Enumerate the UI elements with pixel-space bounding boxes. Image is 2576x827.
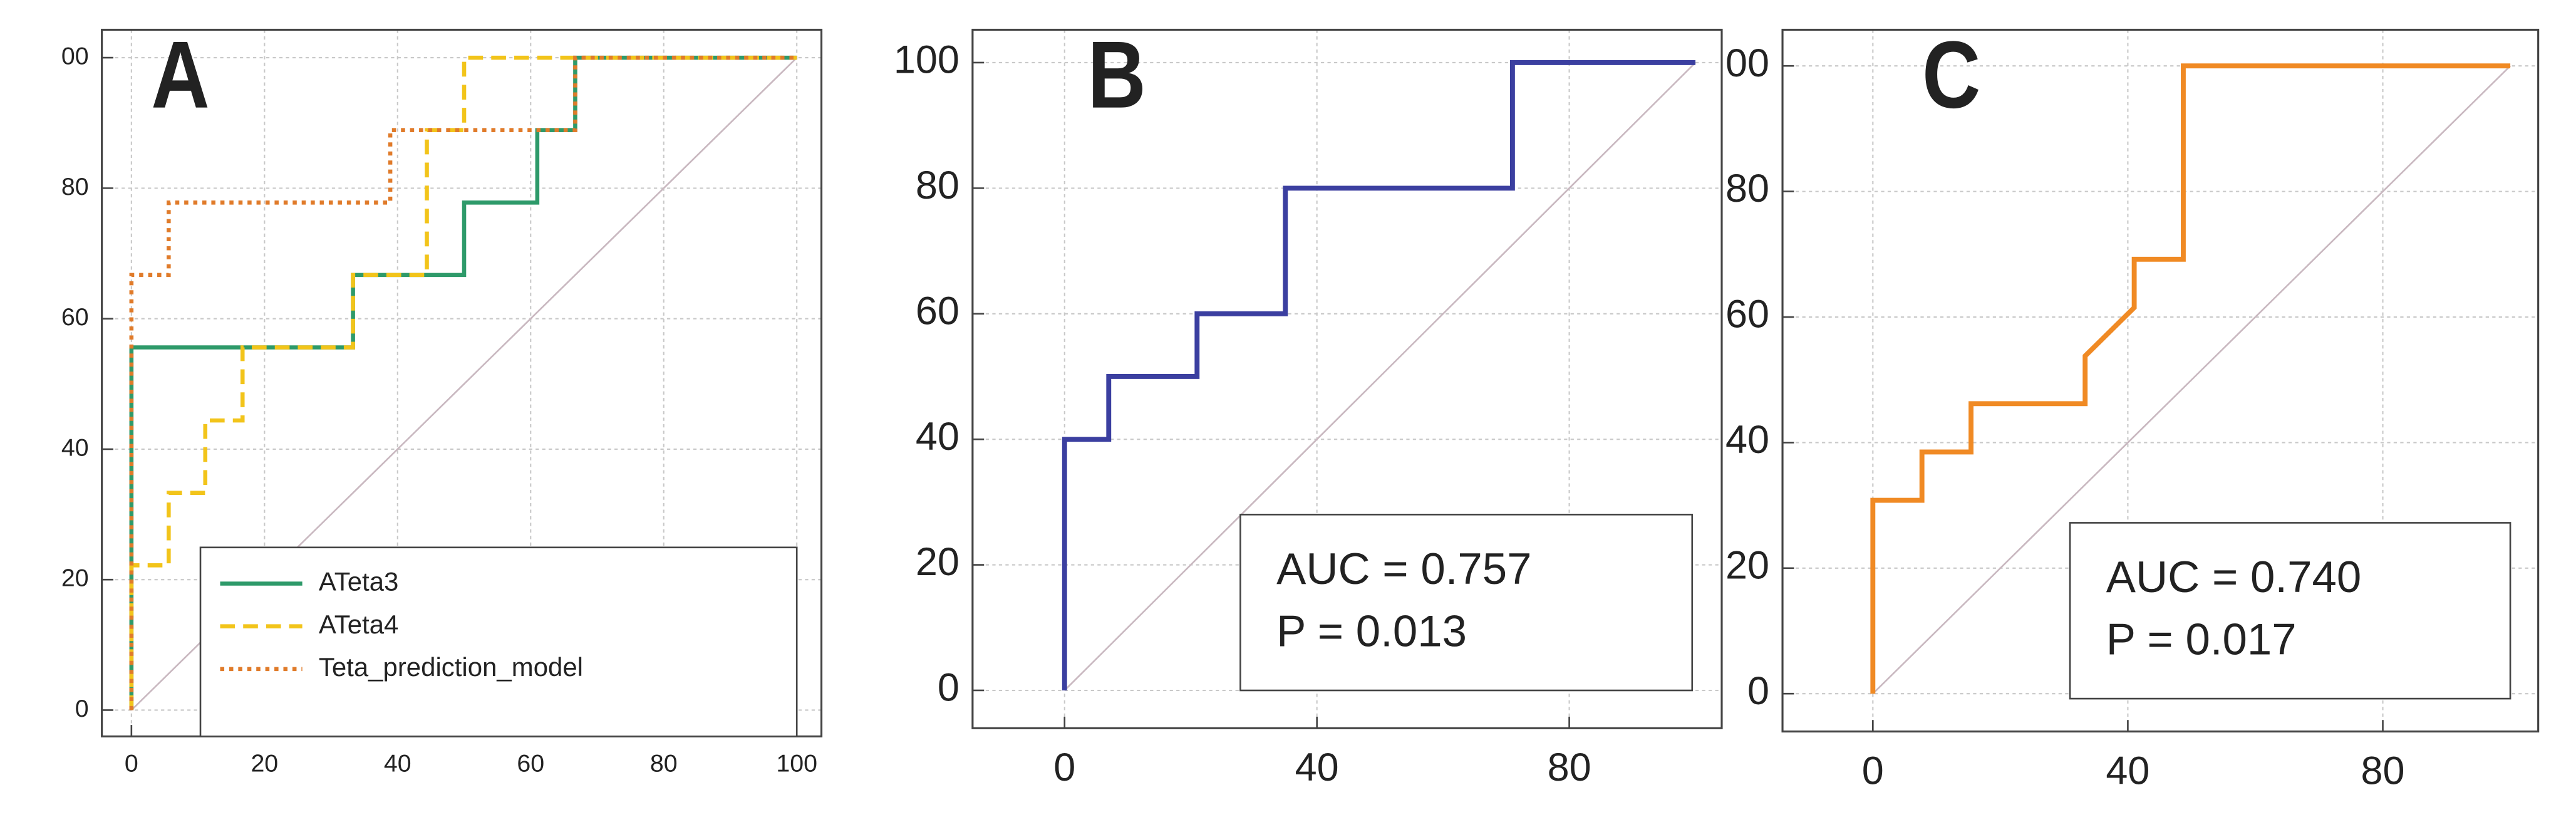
y-tick-label: 0	[1747, 669, 1769, 713]
y-tick-label: 40	[916, 415, 960, 459]
legend-label: ATeta3	[319, 567, 398, 596]
panel-label: A	[151, 21, 209, 128]
annotation: P = 0.017	[2106, 615, 2297, 665]
x-tick-label: 0	[1053, 746, 1075, 789]
legend-label: ATeta4	[319, 610, 398, 639]
x-tick-label: 80	[2361, 749, 2405, 793]
x-tick-label: 20	[251, 750, 278, 778]
x-tick-label: 80	[650, 750, 678, 778]
y-tick-label: 60	[916, 289, 960, 333]
y-tick-label: 60	[61, 303, 89, 331]
annotation-box	[2069, 522, 2511, 700]
legend-box	[199, 546, 798, 737]
x-tick-label: 60	[517, 750, 544, 778]
roc-curve	[129, 55, 797, 710]
panel-label: C	[1922, 21, 1980, 128]
annotation: AUC = 0.757	[1276, 544, 1531, 594]
x-tick-label: 40	[1295, 746, 1339, 789]
x-tick-label: 0	[125, 750, 138, 778]
legend-label: Teta_prediction_model	[319, 652, 583, 682]
y-tick-label: 80	[916, 164, 960, 207]
y-tick-label: 80	[61, 173, 89, 200]
y-tick-label: 20	[61, 564, 89, 592]
x-tick-label: 80	[1548, 746, 1591, 789]
plot-frame	[971, 28, 1723, 729]
y-tick-label: 00	[61, 42, 89, 70]
x-tick-label: 40	[2106, 749, 2149, 793]
y-tick-label: 40	[61, 434, 89, 461]
x-tick-label: 100	[776, 750, 817, 778]
x-tick-label: 0	[1862, 749, 1884, 793]
y-tick-label: 20	[1725, 543, 1769, 587]
panel-label: B	[1087, 21, 1146, 128]
reference-diagonal	[1063, 62, 1696, 691]
y-tick-label: 40	[1725, 418, 1769, 462]
y-tick-label: 00	[1725, 41, 1769, 85]
y-tick-label: 80	[1725, 167, 1769, 211]
y-tick-label: 0	[938, 666, 960, 710]
y-tick-label: 100	[894, 38, 960, 82]
y-tick-label: 60	[1725, 293, 1769, 336]
annotation: P = 0.013	[1276, 607, 1467, 657]
annotation-box	[1239, 514, 1694, 692]
plot-frame	[1781, 28, 2540, 733]
annotation: AUC = 0.740	[2106, 553, 2361, 602]
y-tick-label: 20	[916, 540, 960, 584]
y-tick-label: 0	[75, 695, 89, 722]
roc-curve	[1062, 60, 1696, 690]
reference-diagonal	[1872, 65, 2511, 695]
x-tick-label: 40	[384, 750, 411, 778]
roc-curve	[1870, 63, 2511, 694]
